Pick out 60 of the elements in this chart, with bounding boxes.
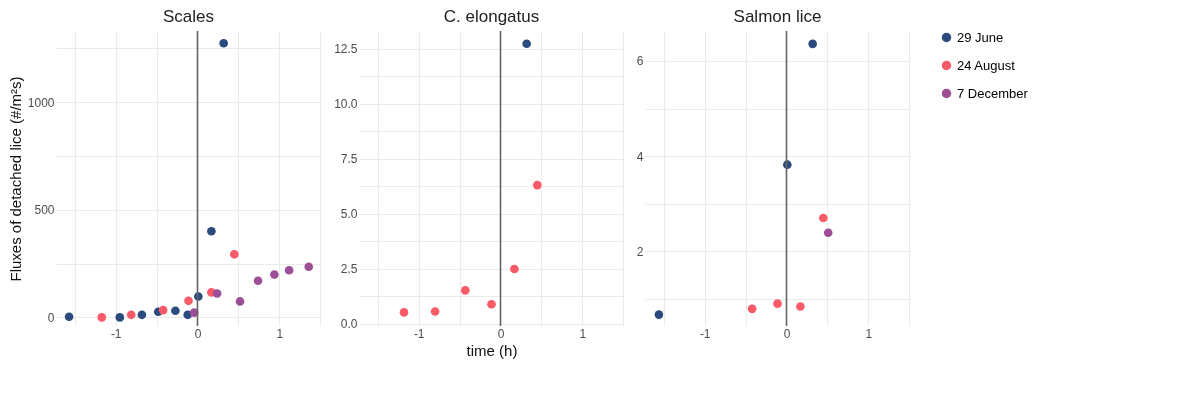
y-tick-label: 500 <box>34 203 55 218</box>
y-tick-label: 6 <box>636 54 644 69</box>
legend-label: 24 August <box>957 57 1016 73</box>
point <box>430 307 440 316</box>
point <box>171 306 180 316</box>
point <box>522 39 531 49</box>
point <box>796 302 805 311</box>
point <box>270 270 279 279</box>
point <box>137 310 147 320</box>
chart-title: Salmon lice <box>733 7 822 27</box>
x-tick-label: -1 <box>110 326 122 341</box>
point <box>461 286 470 295</box>
y-tick-label: 4 <box>636 149 644 164</box>
point <box>97 313 107 322</box>
point <box>115 313 125 322</box>
point <box>654 310 664 319</box>
chart-title: C. elongatus <box>443 7 540 27</box>
x-tick-label: 1 <box>276 326 284 341</box>
y-tick-label: 5.0 <box>340 207 358 222</box>
point <box>304 262 314 272</box>
y-tick-label: 0.0 <box>340 317 358 332</box>
point <box>747 304 757 314</box>
point <box>219 38 228 48</box>
x-tick-label: -1 <box>413 326 425 341</box>
point <box>207 226 216 236</box>
point <box>399 308 409 317</box>
point <box>253 276 263 286</box>
point <box>284 265 294 275</box>
chart-title: Scales <box>162 7 215 27</box>
point <box>64 312 74 322</box>
point <box>818 213 828 223</box>
y-tick-label: 12.5 <box>334 42 358 57</box>
point <box>212 289 222 298</box>
y-axis-title: Fluxes of detached lice (#/m²s) <box>6 76 24 282</box>
point <box>158 305 168 315</box>
y-tick-label: 0 <box>47 310 55 325</box>
point <box>235 297 245 306</box>
x-tick-label: 0 <box>497 326 505 341</box>
y-tick-label: 2.5 <box>340 262 358 277</box>
y-tick-label: 2 <box>636 244 644 259</box>
x-tick-label: 1 <box>579 326 587 341</box>
x-tick-label: -1 <box>699 326 711 341</box>
legend-label: 29 June <box>957 29 1004 45</box>
legend-label: 7 December <box>957 85 1029 101</box>
y-tick-label: 10.0 <box>334 97 358 112</box>
point <box>808 39 817 49</box>
point <box>510 264 519 274</box>
x-axis-title: time (h) <box>466 341 518 359</box>
x-tick-label: 0 <box>194 326 202 341</box>
point <box>532 180 542 190</box>
x-tick-label: 0 <box>783 326 791 341</box>
y-tick-label: 7.5 <box>340 152 358 167</box>
x-tick-label: 1 <box>865 326 873 341</box>
point <box>126 310 136 320</box>
point <box>487 299 496 309</box>
y-tick-label: 1000 <box>27 95 55 110</box>
point <box>773 299 782 308</box>
point <box>229 249 239 259</box>
point <box>184 296 193 306</box>
point <box>823 228 833 238</box>
